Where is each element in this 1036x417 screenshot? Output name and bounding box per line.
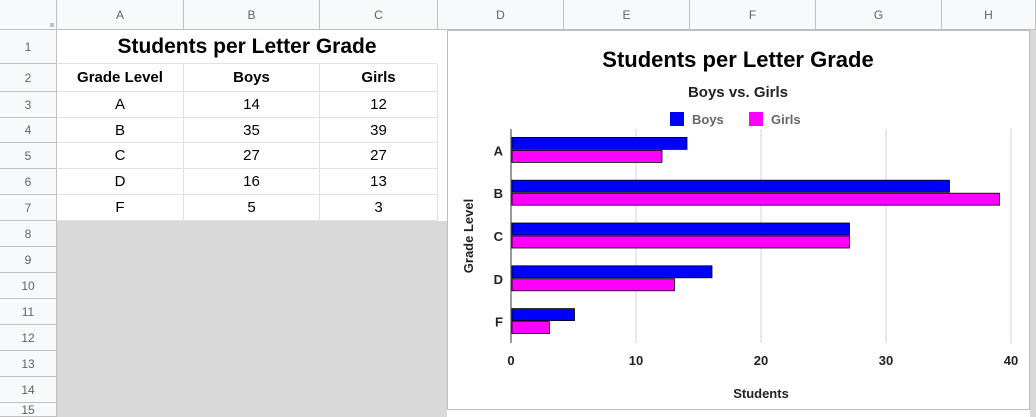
bar-girls-b [511,192,1000,206]
chart-subtitle: Boys vs. Girls [688,84,788,101]
x-tick-label: 10 [629,353,643,368]
bar-girls-f [511,321,550,335]
row-header-3[interactable]: 3 [0,92,57,118]
x-tick-label: 30 [879,353,893,368]
row-header-8[interactable]: 8 [0,221,57,247]
y-axis-title: Grade Level [461,199,476,273]
row-header-2[interactable]: 2 [0,64,57,92]
header-cell[interactable]: Girls [320,64,438,92]
y-tick-label: C [494,229,504,244]
x-tick-label: 0 [507,353,514,368]
x-tick-label: 20 [754,353,768,368]
bar-boys-c [511,222,850,236]
row-header-15[interactable]: 15 [0,403,57,417]
column-header-h[interactable]: H [942,0,1036,30]
data-cell[interactable]: 3 [320,195,438,221]
empty-sheet-area-right [1030,30,1036,417]
y-tick-label: B [494,186,503,201]
column-header-c[interactable]: C [320,0,438,30]
merged-title-cell[interactable]: Students per Letter Grade [57,30,437,64]
bar-girls-c [511,235,850,249]
data-cell[interactable]: 35 [184,118,320,143]
header-cell[interactable]: Boys [184,64,320,92]
data-cell[interactable]: 16 [184,169,320,195]
data-cell[interactable]: C [57,143,184,169]
legend-label-boys: Boys [692,112,724,127]
chart-title: Students per Letter Grade [602,47,873,72]
row-header-7[interactable]: 7 [0,195,57,221]
legend-swatch-girls [749,112,763,126]
data-cell[interactable]: 27 [184,143,320,169]
bar-boys-d [511,265,713,279]
data-cell[interactable]: F [57,195,184,221]
legend-swatch-boys [670,112,684,126]
column-header-b[interactable]: B [184,0,320,30]
header-cell[interactable]: Grade Level [57,64,184,92]
row-header-1[interactable]: 1 [0,30,57,64]
column-header-d[interactable]: D [438,0,564,30]
row-header-5[interactable]: 5 [0,143,57,169]
select-all-corner[interactable] [0,0,57,30]
chart-canvas: Students per Letter Grade Boys vs. Girls B… [461,47,1018,401]
data-cell[interactable]: 39 [320,118,438,143]
row-header-10[interactable]: 10 [0,273,57,299]
data-cell[interactable]: B [57,118,184,143]
bar-boys-b [511,179,950,193]
column-header-e[interactable]: E [564,0,690,30]
row-header-9[interactable]: 9 [0,247,57,273]
column-header-a[interactable]: A [57,0,184,30]
y-tick-label: A [494,143,504,158]
x-tick-label: 40 [1004,353,1018,368]
data-cell[interactable]: 14 [184,92,320,118]
data-cell[interactable]: A [57,92,184,118]
y-tick-label: D [494,272,503,287]
data-cell[interactable]: 13 [320,169,438,195]
data-cell[interactable]: 27 [320,143,438,169]
bar-boys-f [511,308,575,322]
empty-sheet-area [57,221,447,417]
y-tick-label: F [495,315,503,330]
bar-girls-d [511,278,675,292]
column-header-f[interactable]: F [690,0,816,30]
bar-girls-a [511,150,663,163]
data-cell[interactable]: 5 [184,195,320,221]
data-cell[interactable]: 12 [320,92,438,118]
column-header-g[interactable]: G [816,0,942,30]
row-header-6[interactable]: 6 [0,169,57,195]
row-header-14[interactable]: 14 [0,377,57,403]
x-axis-title: Students [733,386,789,401]
row-header-13[interactable]: 13 [0,351,57,377]
row-header-11[interactable]: 11 [0,299,57,325]
data-cell[interactable]: D [57,169,184,195]
bar-chart[interactable]: Students per Letter Grade Boys vs. Girls B… [447,30,1030,410]
legend-label-girls: Girls [771,112,801,127]
row-header-12[interactable]: 12 [0,325,57,351]
row-header-4[interactable]: 4 [0,118,57,143]
bar-boys-a [511,137,688,150]
